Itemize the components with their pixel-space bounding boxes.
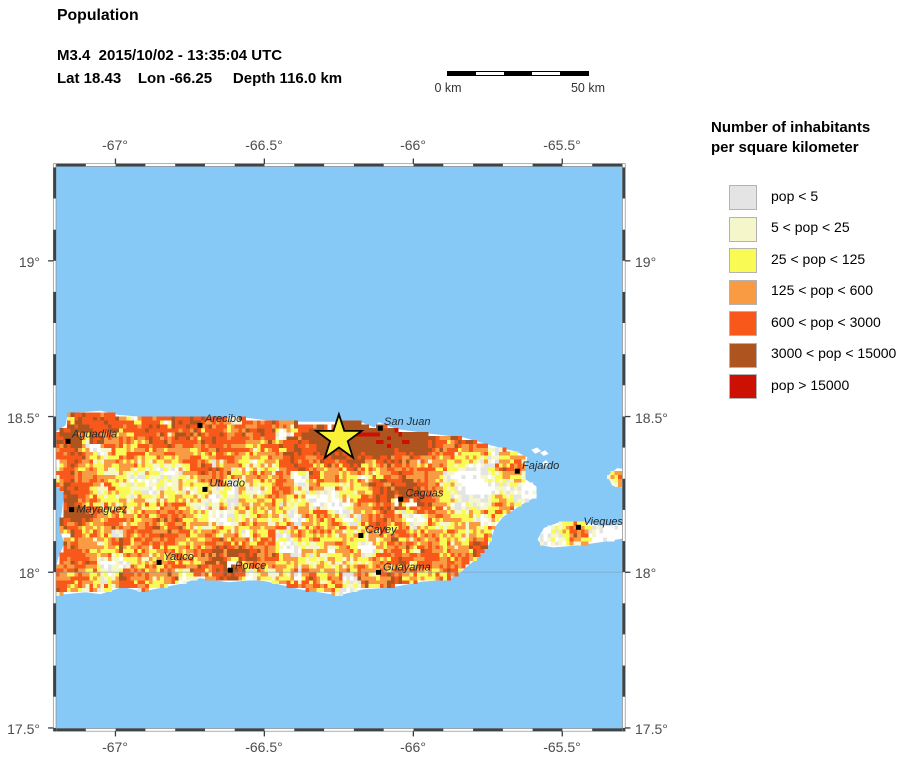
svg-text:Vieques: Vieques — [584, 516, 624, 528]
svg-text:Arecibo: Arecibo — [204, 413, 242, 425]
svg-text:Guayama: Guayama — [383, 562, 431, 574]
svg-text:Mayaguez: Mayaguez — [77, 504, 128, 516]
svg-text:San Juan: San Juan — [384, 416, 430, 428]
svg-text:Cayey: Cayey — [366, 524, 399, 536]
svg-text:Caguas: Caguas — [406, 488, 444, 500]
svg-text:Fajardo: Fajardo — [522, 460, 559, 472]
svg-text:Utuado: Utuado — [210, 478, 245, 490]
svg-text:Yauco: Yauco — [164, 551, 194, 563]
svg-text:Aguadilla: Aguadilla — [71, 429, 117, 441]
svg-text:Ponce: Ponce — [235, 560, 266, 572]
